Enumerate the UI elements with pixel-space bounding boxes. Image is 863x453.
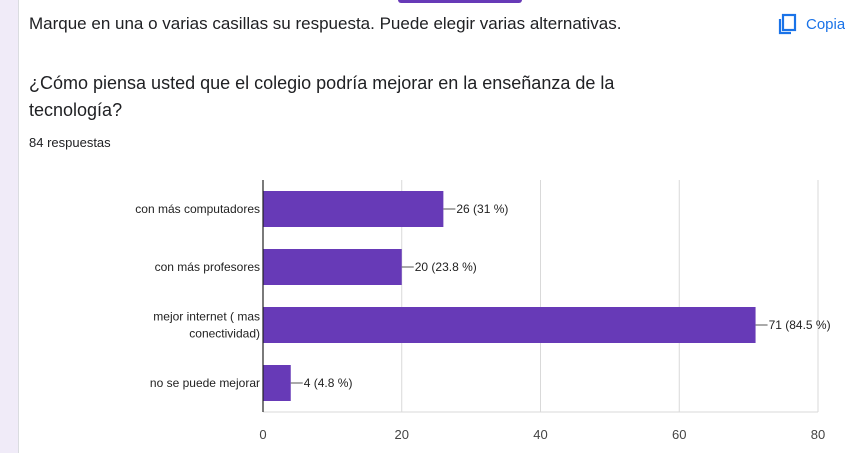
- value-label: 20 (23.8 %): [415, 260, 477, 274]
- x-tick-label: 0: [259, 427, 266, 442]
- bar: [263, 249, 402, 285]
- instruction-text: Marque en una o varias casillas su respu…: [29, 14, 622, 33]
- x-tick-label: 20: [395, 427, 409, 442]
- category-label: con más computadores: [135, 202, 260, 216]
- category-labels: con más computadores con más profesores me…: [135, 202, 260, 390]
- x-tick-label: 60: [672, 427, 686, 442]
- copy-button-label: Copiar: [806, 15, 845, 33]
- category-label: no se puede mejorar: [150, 376, 260, 390]
- bar: [263, 191, 444, 227]
- bar-layer: [262, 180, 756, 412]
- value-labels: 26 (31 %) 20 (23.8 %) 71 (84.5 %) 4 (4.8 %): [290, 202, 831, 390]
- active-tab-indicator: [398, 0, 522, 3]
- category-label: con más profesores: [155, 260, 260, 274]
- x-tick-label: 40: [533, 427, 547, 442]
- bar: [263, 365, 291, 401]
- category-label: mejor internet ( mas: [153, 310, 260, 324]
- value-label: 71 (84.5 %): [769, 318, 831, 332]
- value-label: 4 (4.8 %): [304, 376, 353, 390]
- x-tick-labels: 0 20 40 60 80: [259, 427, 825, 442]
- value-label: 26 (31 %): [456, 202, 508, 216]
- x-tick-label: 80: [811, 427, 825, 442]
- category-label: conectividad): [189, 327, 260, 341]
- response-count: 84 respuestas: [29, 135, 111, 150]
- bar: [263, 307, 756, 343]
- question-title: ¿Cómo piensa usted que el colegio podría…: [29, 73, 615, 120]
- copy-icon: [778, 13, 797, 35]
- copy-button[interactable]: Copiar: [778, 12, 845, 36]
